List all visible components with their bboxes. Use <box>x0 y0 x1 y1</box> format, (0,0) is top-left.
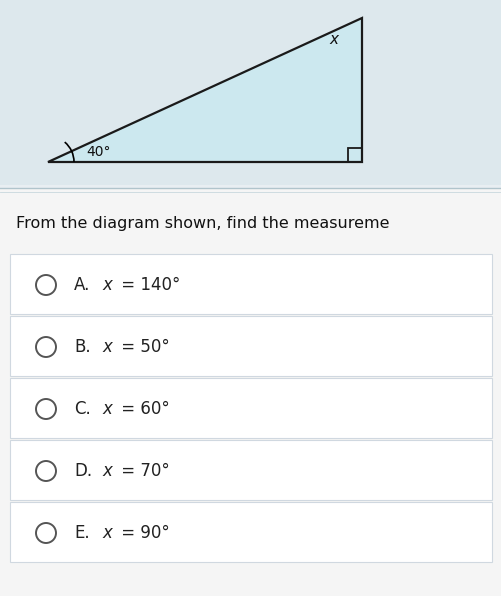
Text: x: x <box>102 338 112 356</box>
Bar <box>10 440 491 500</box>
Bar <box>10 316 491 376</box>
Text: x: x <box>102 400 112 418</box>
Bar <box>10 254 491 314</box>
Text: From the diagram shown, find the measureme: From the diagram shown, find the measure… <box>16 216 389 231</box>
Text: B.: B. <box>74 338 91 356</box>
Text: E.: E. <box>74 524 90 542</box>
Polygon shape <box>48 18 361 162</box>
Text: x: x <box>102 276 112 294</box>
Text: C.: C. <box>74 400 91 418</box>
Text: x: x <box>102 462 112 480</box>
Text: = 140°: = 140° <box>116 276 180 294</box>
Bar <box>10 502 491 562</box>
Text: = 50°: = 50° <box>116 338 169 356</box>
Text: = 60°: = 60° <box>116 400 169 418</box>
Bar <box>0 0 501 185</box>
Bar <box>0 188 501 596</box>
Text: D.: D. <box>74 462 92 480</box>
Text: x: x <box>329 33 338 48</box>
Text: 40°: 40° <box>86 145 110 159</box>
Text: A.: A. <box>74 276 90 294</box>
Text: = 70°: = 70° <box>116 462 169 480</box>
Text: x: x <box>102 524 112 542</box>
Text: = 90°: = 90° <box>116 524 169 542</box>
Bar <box>10 378 491 438</box>
